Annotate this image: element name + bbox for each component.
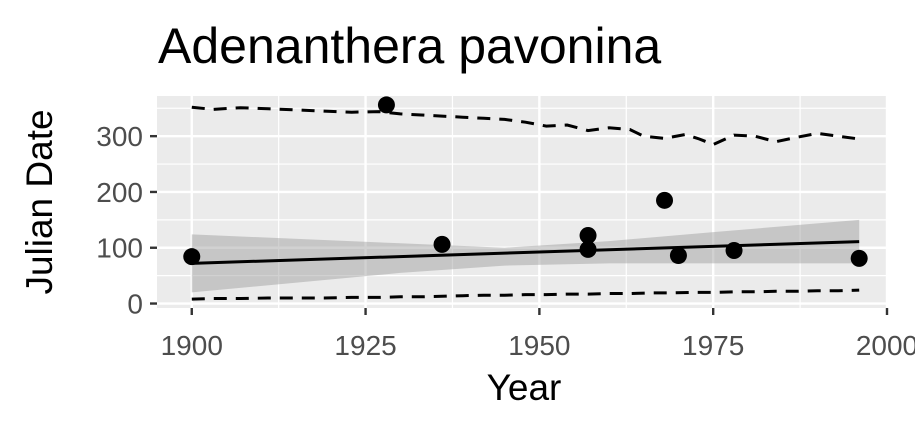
y-tick-label: 100 [96, 233, 143, 264]
grid-major [157, 96, 889, 308]
data-point [377, 96, 395, 114]
x-axis-title: Year [487, 367, 562, 408]
y-tick-label: 300 [96, 121, 143, 152]
grid-minor [157, 96, 887, 308]
data-point [183, 248, 201, 266]
data-point [433, 235, 451, 253]
x-tick-label: 1975 [682, 330, 744, 361]
data-point [725, 242, 743, 260]
upper-quantile-line [191, 105, 860, 147]
data-point [850, 249, 868, 267]
x-tick-label: 1900 [161, 330, 223, 361]
x-axis: 1900 1925 1950 1975 2000 [161, 308, 915, 361]
confidence-band [191, 219, 860, 293]
data-point [579, 226, 597, 244]
y-axis: 0 100 200 300 [96, 121, 157, 320]
data-point [656, 191, 674, 209]
trend-line [191, 240, 860, 265]
data-points [183, 96, 868, 267]
y-tick-label: 0 [127, 289, 143, 320]
lower-quantile-line [191, 288, 860, 301]
x-tick-label: 1925 [334, 330, 396, 361]
y-tick-label: 200 [96, 177, 143, 208]
data-point [579, 240, 597, 258]
x-tick-label: 2000 [856, 330, 915, 361]
data-point [669, 247, 687, 265]
chart-title: Adenanthera pavonina [158, 18, 661, 74]
x-tick-label: 1950 [508, 330, 570, 361]
y-axis-title: Julian Date [19, 109, 60, 294]
